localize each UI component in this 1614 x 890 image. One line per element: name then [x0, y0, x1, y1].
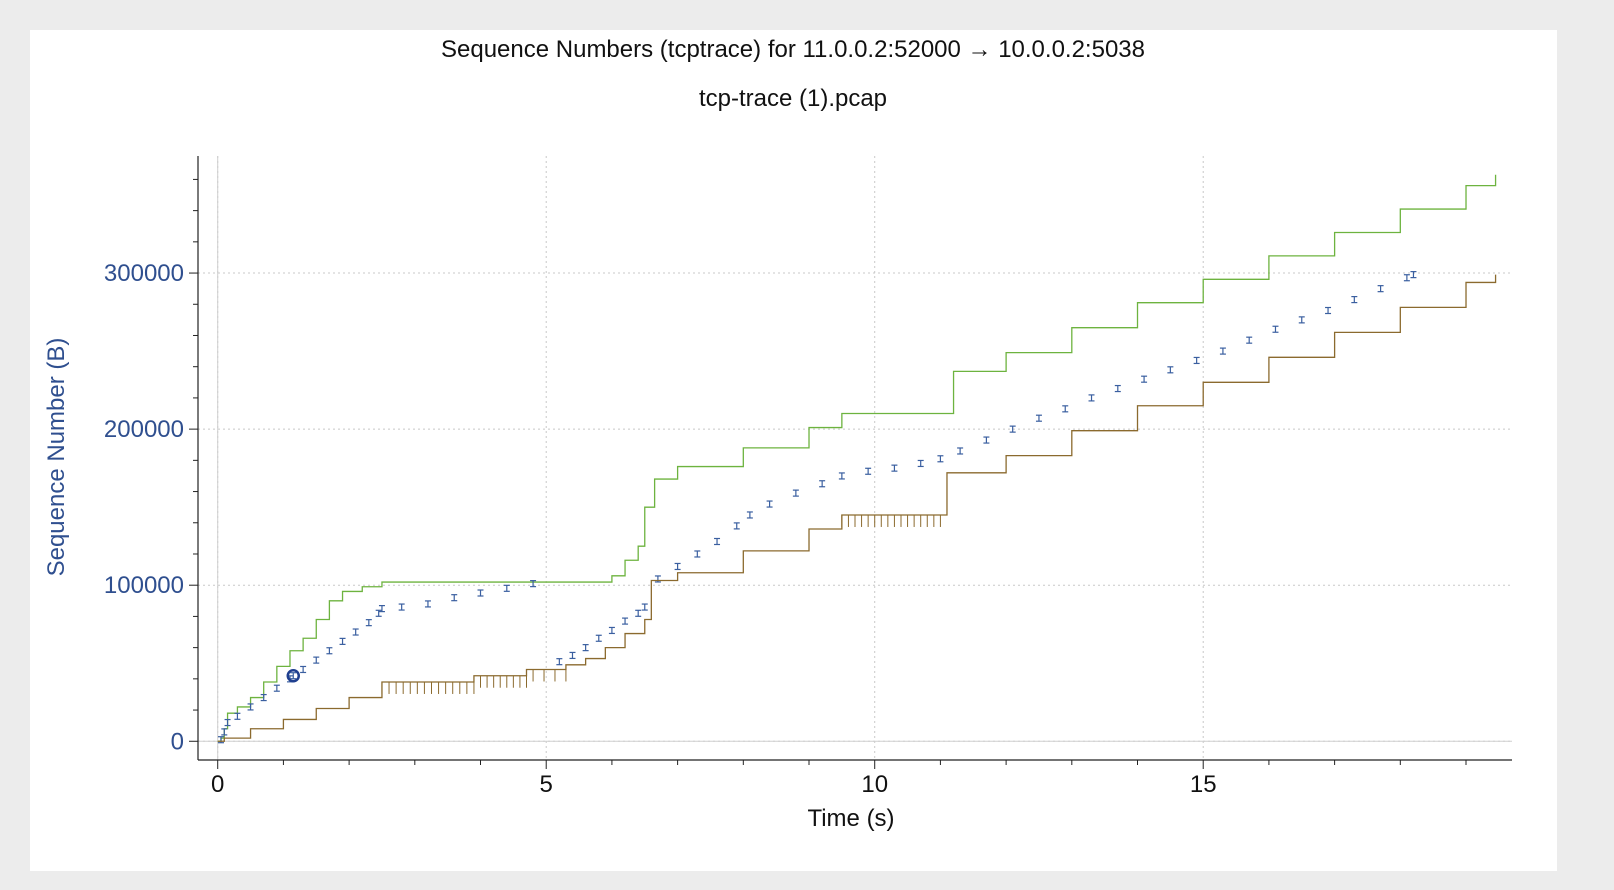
ack-line: [217, 274, 1497, 742]
y-tick-label: 300000: [104, 260, 184, 287]
x-tick-label: 5: [540, 771, 553, 798]
axes: 0 5 10 15 0 100000 200000 300000: [104, 156, 1512, 798]
x-tick-label: 10: [861, 771, 888, 798]
chart-panel: Sequence Numbers (tcptrace) for 11.0.0.2…: [30, 30, 1557, 871]
selected-segment-marker: [286, 668, 301, 683]
y-tick-label: 0: [171, 728, 184, 755]
window-line: [217, 174, 1497, 742]
series: [217, 174, 1497, 744]
y-tick-label: 200000: [104, 416, 184, 443]
x-tick-label: 0: [211, 771, 224, 798]
x-axis-label: Time (s): [807, 805, 894, 832]
x-tick-label: 15: [1190, 771, 1217, 798]
chart-subtitle: tcp-trace (1).pcap: [699, 85, 887, 112]
grid: [198, 156, 1512, 760]
chart-title: Sequence Numbers (tcptrace) for 11.0.0.2…: [441, 36, 1145, 63]
annotations: [286, 668, 301, 683]
sequence-chart: Sequence Numbers (tcptrace) for 11.0.0.2…: [43, 36, 1512, 832]
y-tick-label: 100000: [104, 572, 184, 599]
y-axis-label: Sequence Number (B): [43, 338, 70, 577]
